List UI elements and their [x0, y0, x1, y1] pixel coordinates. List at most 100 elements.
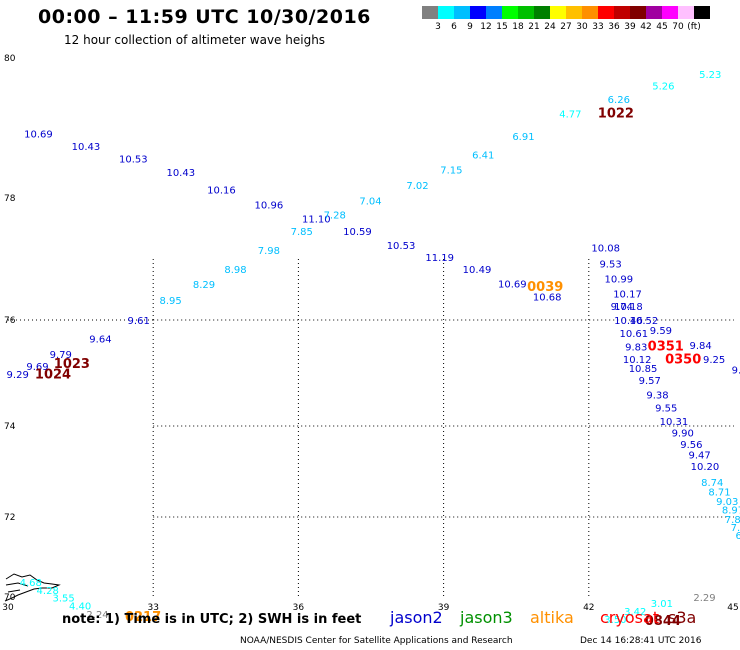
wave-height-values: 10.69 10.43 10.53 10.43 10.16 10.96 11.10 10.59… — [7, 70, 740, 626]
satellite-jason3: jason3 — [460, 608, 513, 627]
legend-swatch — [550, 6, 566, 19]
color-legend — [422, 6, 710, 19]
wave-height-value: 2.24 — [86, 610, 108, 621]
legend-swatch — [438, 6, 454, 19]
latitude-label: 72 — [4, 513, 15, 523]
credit-line: NOAA/NESDIS Center for Satellite Applica… — [240, 636, 513, 646]
wave-height-value: 9.69 — [26, 362, 48, 373]
wave-height-value: 8.97 — [722, 506, 740, 517]
wave-height-value: 3.55 — [53, 594, 75, 605]
wave-height-value: 10.46 — [614, 316, 643, 327]
wave-height-value: 6.41 — [472, 150, 494, 161]
wave-height-value: 9.64 — [89, 335, 111, 346]
wave-height-value: 8.29 — [193, 280, 215, 291]
latitude-label: 70 — [4, 593, 16, 603]
wave-height-value: 8.74 — [701, 478, 723, 489]
wave-height-value: 9.29 — [7, 370, 29, 381]
latitude-label: 78 — [4, 194, 16, 204]
legend-label: 36 — [608, 22, 620, 32]
pass-time-labels: 102210231024003903510350021708440 — [35, 107, 701, 630]
legend-label: 33 — [592, 22, 604, 32]
wave-height-value: 7.16 — [731, 523, 740, 534]
legend-swatch — [454, 6, 470, 19]
legend-label: 9 — [467, 22, 473, 32]
wave-height-value: 9.38 — [646, 390, 668, 401]
legend-label: 21 — [528, 22, 540, 32]
wave-height-value: 7.04 — [359, 197, 381, 208]
satellite-s3a: s3a — [668, 608, 697, 627]
wave-height-value: 10.16 — [207, 185, 236, 196]
latitude-label: 76 — [4, 316, 16, 326]
wave-height-value: 6.22 — [735, 531, 740, 542]
wave-height-value: 9.61 — [128, 316, 150, 327]
wave-height-value: 9.25 — [703, 355, 725, 366]
wave-height-value: 9.90 — [672, 429, 694, 440]
wave-height-value: 10.49 — [463, 265, 492, 276]
legend-label: 39 — [624, 22, 636, 32]
legend-label: (ft) — [687, 22, 701, 32]
legend-label: 42 — [640, 22, 652, 32]
wave-height-value: 8.71 — [708, 487, 730, 498]
pass-time-label: 1024 — [35, 368, 71, 383]
map-subtitle: 12 hour collection of altimeter wave hei… — [64, 33, 326, 47]
legend-label: 45 — [656, 22, 668, 32]
coastline — [4, 573, 61, 602]
pass-time-label: 1023 — [54, 357, 90, 372]
legend-label: 3 — [435, 22, 441, 32]
satellite-cryosat: cryosat — [600, 608, 660, 627]
legend-swatch — [614, 6, 630, 19]
wave-height-value: 9.79 — [50, 350, 72, 361]
graticule — [8, 259, 734, 597]
wave-height-value: 11.19 — [425, 253, 454, 264]
legend-swatch — [470, 6, 486, 19]
legend-label: 27 — [560, 22, 572, 32]
legend-swatch — [678, 6, 694, 19]
wave-height-value: 10.53 — [119, 155, 148, 166]
wave-height-value: 3.01 — [651, 599, 673, 610]
wave-height-value: 9.03 — [716, 497, 738, 508]
wave-height-value: 11.10 — [302, 214, 331, 225]
legend-swatch — [534, 6, 550, 19]
legend-swatch — [630, 6, 646, 19]
wave-height-value: 7.28 — [324, 211, 346, 222]
legend-label: 15 — [496, 22, 508, 32]
longitude-label: 30 — [2, 603, 14, 613]
wave-height-value: 3.42 — [624, 607, 646, 618]
wave-height-value: 5.23 — [699, 70, 721, 81]
wave-height-value: 4.40 — [69, 602, 91, 613]
legend-swatch — [518, 6, 534, 19]
generated-timestamp: Dec 14 16:28:41 UTC 2016 — [580, 636, 702, 646]
wave-height-value: 9.47 — [689, 451, 711, 462]
pass-time-label: 0217 — [125, 610, 161, 625]
wave-height-value: 6.91 — [512, 132, 534, 143]
wave-height-value: 10.43 — [166, 168, 195, 179]
legend-swatch — [694, 6, 710, 19]
wave-height-value: 9.53 — [599, 259, 621, 270]
wave-height-value: 10.43 — [72, 142, 101, 153]
wave-height-value: 8.95 — [159, 296, 181, 307]
legend-swatch — [566, 6, 582, 19]
wave-height-value: 4.77 — [559, 110, 581, 121]
wave-height-value: 10.12 — [623, 355, 652, 366]
wave-height-value: 6.26 — [608, 95, 630, 106]
wave-height-value: 4.28 — [37, 586, 59, 597]
wave-height-value: 10.69 — [24, 129, 53, 140]
longitude-label: 33 — [147, 603, 158, 613]
wave-height-value: 10.08 — [591, 244, 620, 255]
wave-height-value: 9.56 — [680, 440, 702, 451]
wave-height-value: 7.85 — [291, 227, 313, 238]
legend-swatch — [486, 6, 502, 19]
wave-height-value: 5.26 — [652, 82, 674, 93]
wave-height-value: 8.98 — [224, 265, 246, 276]
legend-swatch — [502, 6, 518, 19]
wave-height-value: 9.59 — [650, 326, 672, 337]
legend-label: 18 — [512, 22, 524, 32]
legend-swatch — [662, 6, 678, 19]
longitude-label: 39 — [438, 603, 450, 613]
pass-time-label: 1022 — [598, 107, 634, 122]
latitude-label: 74 — [4, 422, 16, 432]
wave-height-value: 10.68 — [533, 292, 562, 303]
wave-height-value: 4.68 — [20, 578, 42, 589]
